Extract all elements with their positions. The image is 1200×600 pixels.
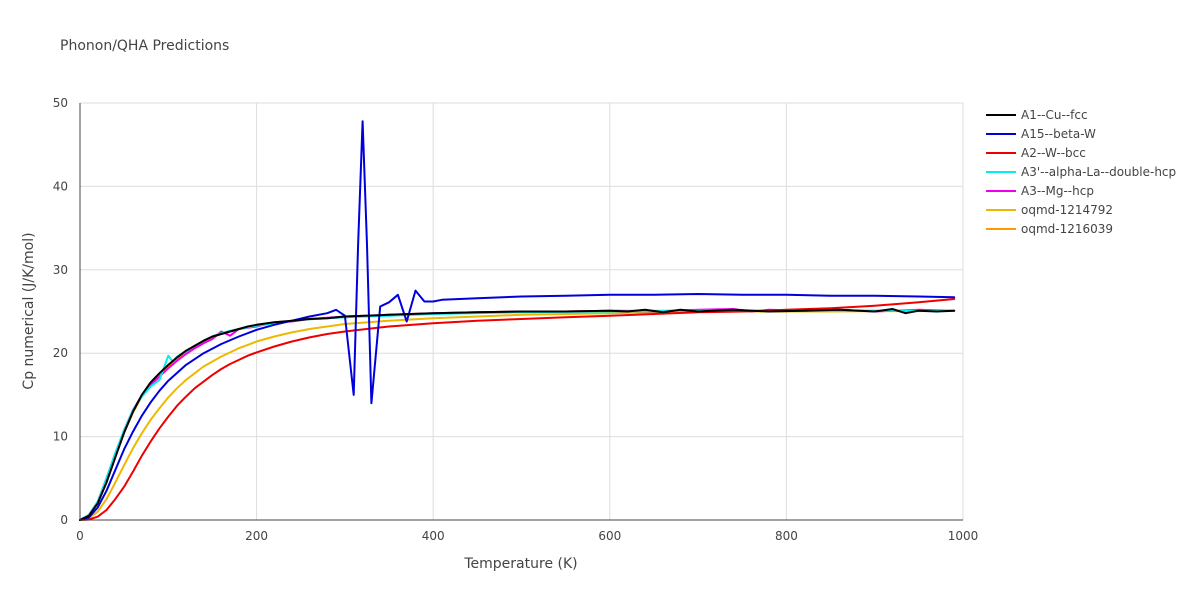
x-tick-label: 1000 (948, 529, 979, 543)
series-line-a15-beta-w[interactable] (79, 120, 956, 521)
legend-item[interactable]: A2--W--bcc (986, 146, 1086, 160)
series-line-oqmd-1214792[interactable] (79, 309, 956, 521)
x-axis-title: Temperature (K) (463, 556, 577, 572)
legend-item[interactable]: A3'--alpha-La--double-hcp (986, 165, 1176, 179)
legend-item[interactable]: A1--Cu--fcc (986, 108, 1088, 122)
x-tick-label: 400 (422, 529, 445, 543)
y-axis-title: Cp numerical (J/K/mol) (21, 232, 37, 389)
legend-label: A15--beta-W (1021, 127, 1096, 141)
y-tick-label: 30 (53, 263, 68, 277)
series-line-a3-mg-hcp[interactable] (79, 308, 956, 521)
series-line-a2-w-bcc[interactable] (79, 298, 956, 521)
series-line-oqmd-1216039[interactable] (79, 309, 956, 521)
plot-area (79, 120, 956, 521)
legend-label: oqmd-1214792 (1021, 203, 1113, 217)
x-tick-label: 0 (76, 529, 84, 543)
y-tick-label: 10 (53, 430, 68, 444)
legend-label: A2--W--bcc (1021, 146, 1086, 160)
series-line-a1-cu-fcc[interactable] (79, 308, 956, 521)
legend-label: oqmd-1216039 (1021, 222, 1113, 236)
legend-item[interactable]: oqmd-1216039 (986, 222, 1113, 236)
legend[interactable]: A1--Cu--fcc A15--beta-W A2--W--bcc A3'--alp… (986, 108, 1176, 236)
axes: 0 200 400 600 800 1000 0 10 20 30 40 50 (53, 96, 979, 543)
legend-item[interactable]: A3--Mg--hcp (986, 184, 1094, 198)
y-tick-label: 20 (53, 346, 68, 360)
legend-item[interactable]: oqmd-1214792 (986, 203, 1113, 217)
legend-item[interactable]: A15--beta-W (986, 127, 1096, 141)
y-tick-label: 0 (60, 513, 68, 527)
x-tick-label: 800 (775, 529, 798, 543)
chart-title: Phonon/QHA Predictions (60, 38, 229, 54)
legend-label: A3'--alpha-La--double-hcp (1021, 165, 1176, 179)
legend-label: A3--Mg--hcp (1021, 184, 1094, 198)
x-tick-label: 200 (245, 529, 268, 543)
legend-label: A1--Cu--fcc (1021, 108, 1088, 122)
y-tick-label: 40 (53, 179, 68, 193)
y-tick-label: 50 (53, 96, 68, 110)
x-tick-label: 600 (598, 529, 621, 543)
series-line-a3-alpha-la-double-hcp[interactable] (79, 309, 956, 521)
